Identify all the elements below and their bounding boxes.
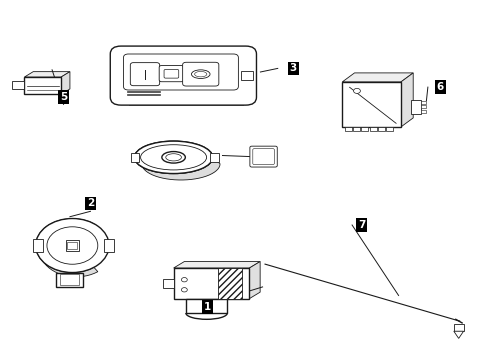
Ellipse shape xyxy=(134,141,212,174)
Polygon shape xyxy=(36,219,98,277)
Text: 1: 1 xyxy=(204,302,211,312)
Bar xyxy=(342,82,400,127)
Bar xyxy=(56,273,83,287)
Ellipse shape xyxy=(134,141,212,174)
Polygon shape xyxy=(453,324,463,331)
Bar xyxy=(210,153,219,162)
Bar xyxy=(24,77,61,94)
Bar xyxy=(377,127,384,131)
Polygon shape xyxy=(134,157,220,180)
Ellipse shape xyxy=(162,152,185,163)
FancyBboxPatch shape xyxy=(110,46,256,105)
Ellipse shape xyxy=(141,145,206,170)
Ellipse shape xyxy=(165,154,181,161)
Circle shape xyxy=(47,227,98,264)
FancyBboxPatch shape xyxy=(159,66,183,82)
Circle shape xyxy=(36,219,109,273)
Circle shape xyxy=(181,278,187,282)
FancyBboxPatch shape xyxy=(249,146,277,167)
Polygon shape xyxy=(249,261,260,299)
Bar xyxy=(61,274,79,285)
Bar xyxy=(65,240,79,251)
Polygon shape xyxy=(173,261,260,268)
Text: 2: 2 xyxy=(87,198,94,208)
Bar xyxy=(369,127,376,131)
Polygon shape xyxy=(342,73,412,82)
Polygon shape xyxy=(121,59,130,105)
FancyBboxPatch shape xyxy=(130,63,159,86)
Bar xyxy=(130,153,139,162)
Bar xyxy=(420,101,426,104)
Bar xyxy=(420,105,426,108)
Text: 7: 7 xyxy=(357,220,365,230)
Polygon shape xyxy=(453,331,463,338)
Text: 6: 6 xyxy=(436,82,443,92)
Bar xyxy=(173,268,249,299)
Text: 3: 3 xyxy=(289,63,296,73)
Bar xyxy=(410,100,420,114)
Bar xyxy=(240,71,253,80)
FancyBboxPatch shape xyxy=(123,54,238,90)
Ellipse shape xyxy=(191,70,210,78)
FancyBboxPatch shape xyxy=(183,62,219,86)
Bar xyxy=(361,127,367,131)
FancyBboxPatch shape xyxy=(252,149,274,165)
Bar xyxy=(12,81,24,89)
Circle shape xyxy=(181,288,187,292)
Text: 5: 5 xyxy=(60,92,67,102)
Bar xyxy=(104,239,114,252)
Bar xyxy=(163,279,173,288)
Circle shape xyxy=(353,89,360,94)
Bar xyxy=(67,242,77,249)
Bar xyxy=(420,110,426,112)
Text: 4: 4 xyxy=(257,152,265,162)
Ellipse shape xyxy=(194,72,206,77)
Bar xyxy=(352,127,359,131)
Polygon shape xyxy=(121,97,245,105)
Polygon shape xyxy=(24,72,70,77)
Bar xyxy=(217,268,242,299)
Bar xyxy=(185,299,227,313)
FancyBboxPatch shape xyxy=(164,69,179,78)
Bar xyxy=(344,127,351,131)
Polygon shape xyxy=(61,72,70,94)
Bar xyxy=(386,127,392,131)
Polygon shape xyxy=(400,73,412,127)
Bar xyxy=(33,239,43,252)
